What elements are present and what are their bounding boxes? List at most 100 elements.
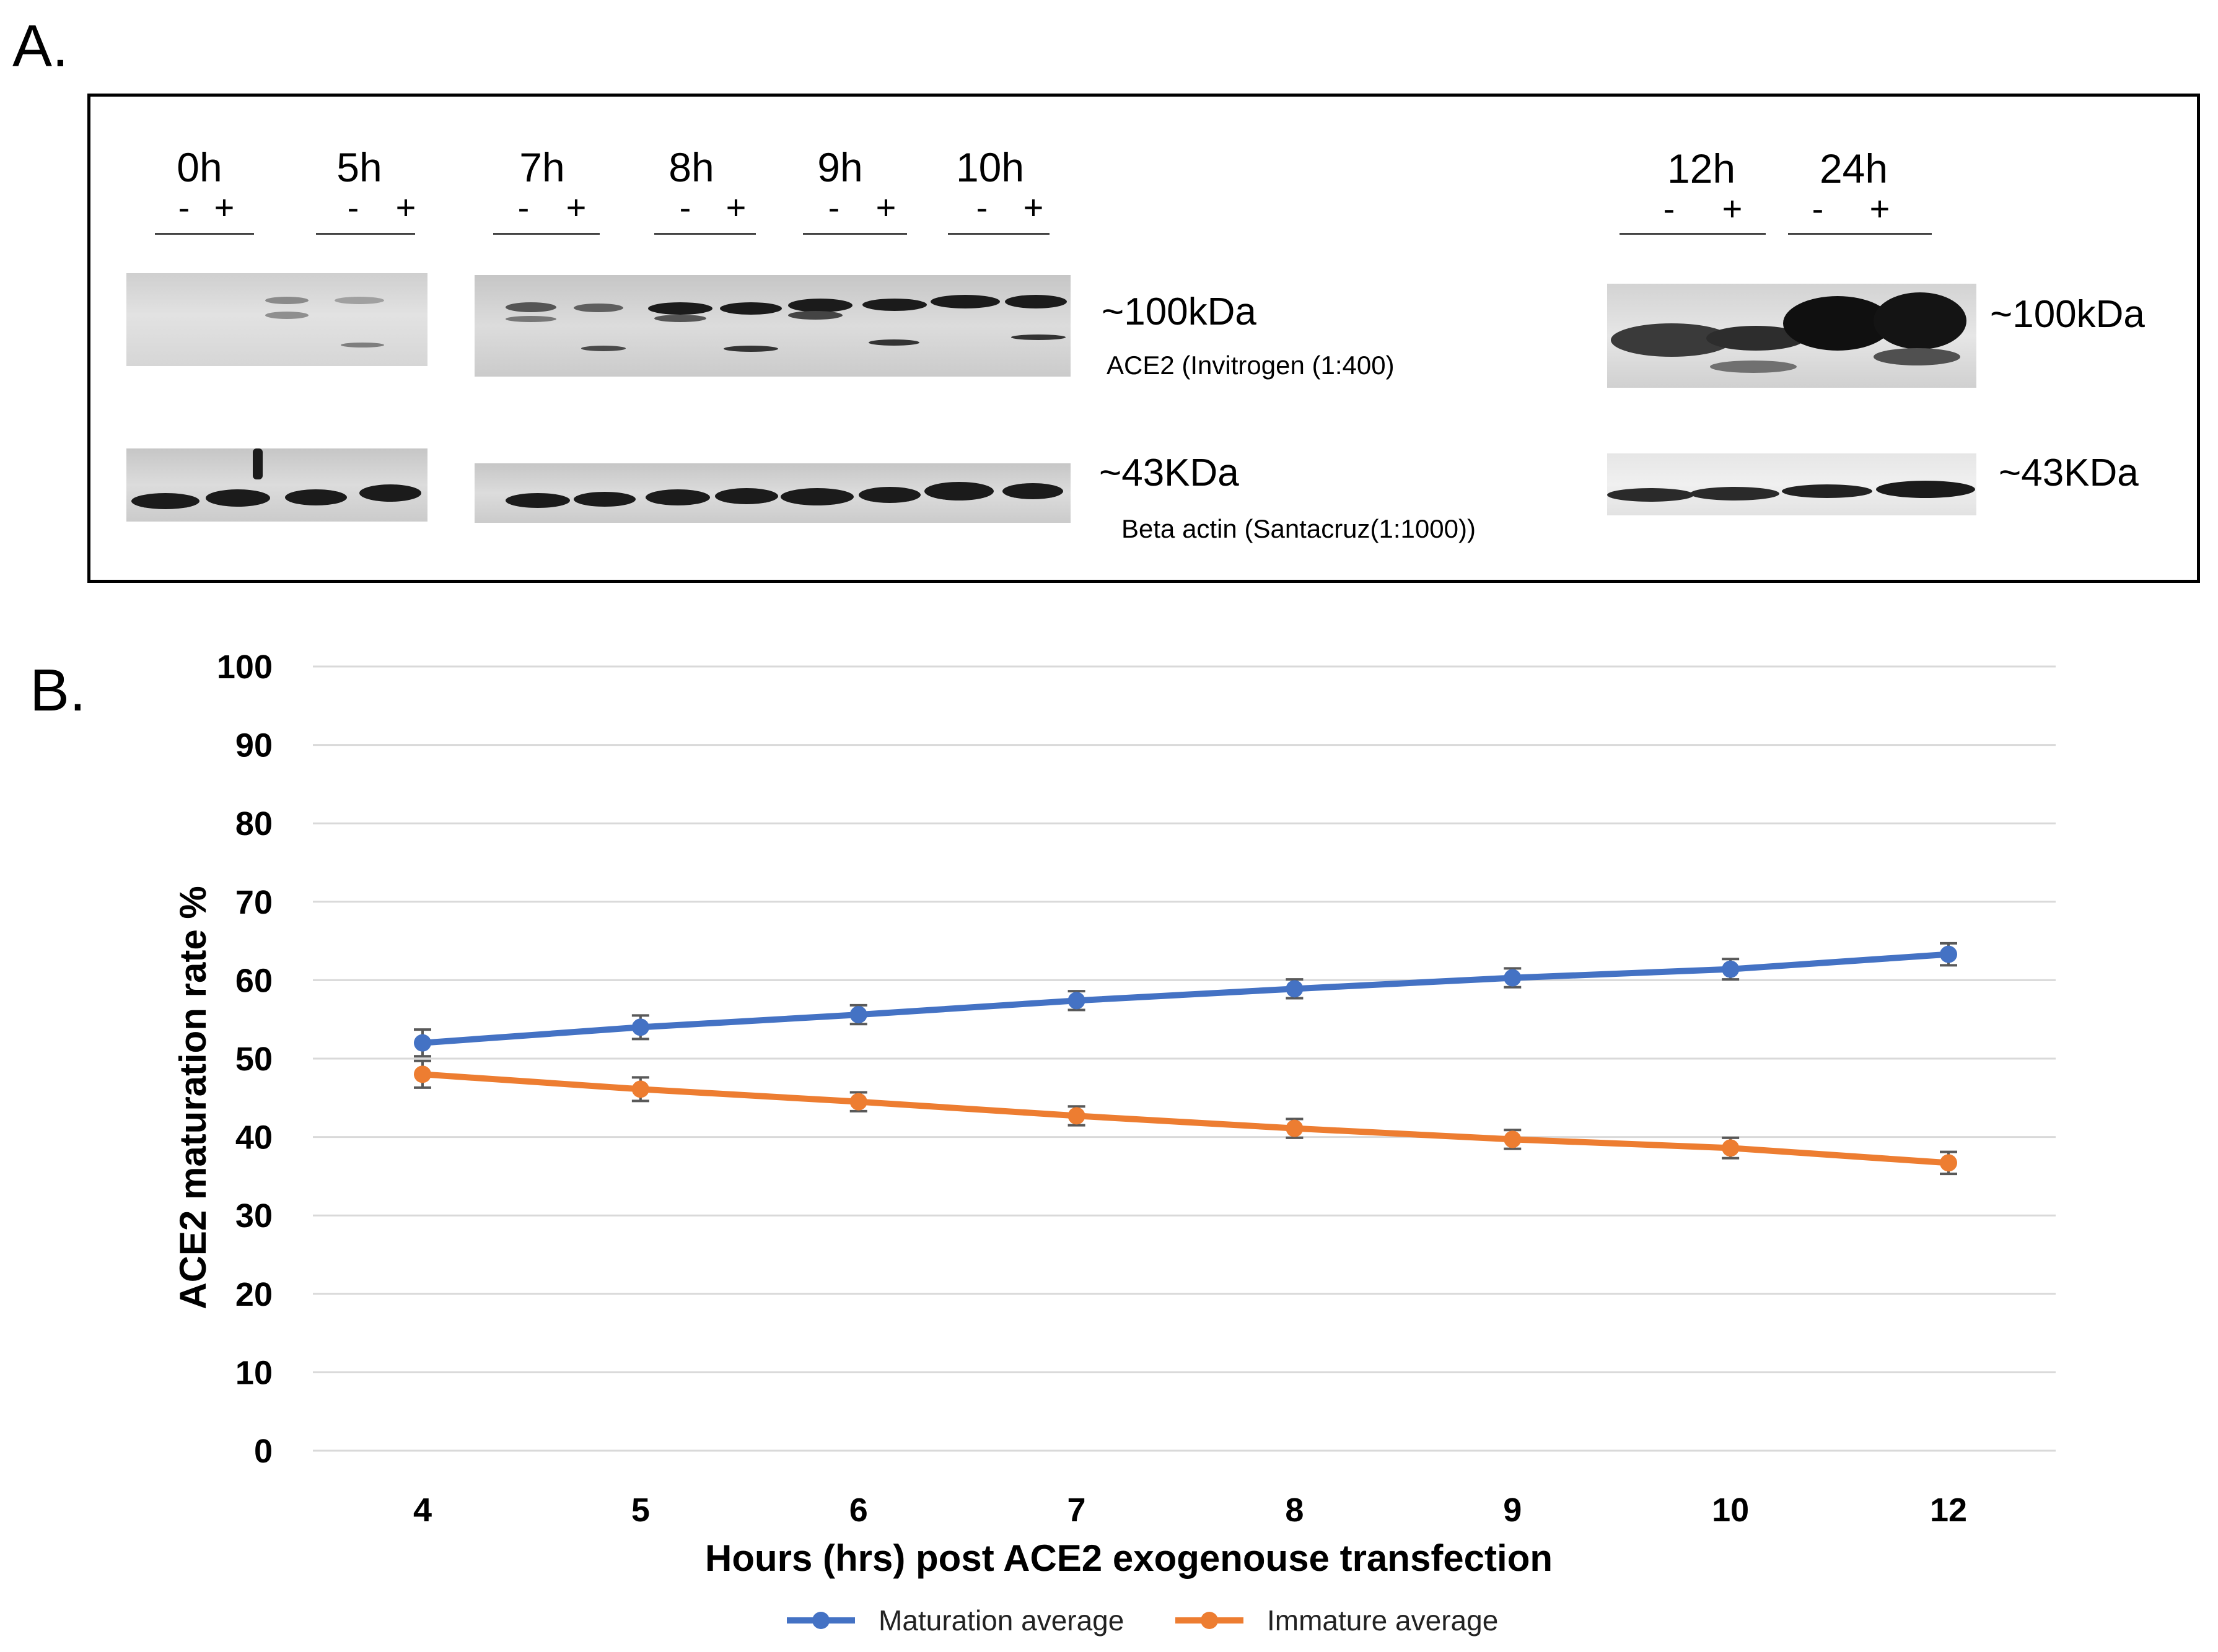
actin-blot-strip-1 [126,448,427,522]
immature-average-point [414,1065,431,1083]
blot-band [931,295,1000,308]
maturation-average-point [1722,960,1740,978]
x-tick-label: 10 [1712,1492,1749,1529]
maturation-average-point [1504,969,1522,987]
blot-band [265,312,309,319]
blot-band [335,297,384,304]
maturation-average-point [1286,980,1304,998]
minus-sign: - [1812,189,1824,228]
blot-band [924,482,994,500]
x-axis-title: Hours (hrs) post ACE2 exogenouse transfe… [705,1537,1553,1579]
maturation-average-line [419,951,1952,1046]
y-tick-label: 100 [217,649,273,686]
blot-band [1607,488,1694,502]
immature-average-point [1286,1119,1304,1137]
blot-band [506,493,570,508]
legend-label-maturation-average: Maturation average [879,1604,1124,1637]
lane-underline [654,233,756,235]
legend-swatch-marker [812,1612,830,1629]
immature-average-point [849,1093,867,1111]
y-tick-label: 30 [235,1197,273,1235]
blot-band [131,493,199,509]
legend-label-immature-average: Immature average [1267,1604,1498,1637]
lane-label-10h: 10h [955,144,1025,190]
plus-sign: + [1722,189,1743,228]
blot-band [1782,484,1872,498]
lane-underline [1788,233,1932,235]
ace2-blot-strip-2 [475,275,1071,377]
blot-band [1690,487,1779,500]
blot-band [869,339,919,346]
blot-band [581,346,626,351]
blot-band [1011,334,1066,340]
lane-underline [803,233,907,235]
x-tick-label: 7 [1067,1492,1086,1529]
blot-band [715,488,778,504]
blot-band [285,489,347,505]
blot-band [1876,481,1975,498]
lane-underline [316,233,415,235]
y-tick-label: 20 [235,1276,273,1313]
blot-band [724,346,778,352]
actin-size-label: ~43KDa [1099,452,1239,494]
blot-band [648,302,712,315]
actin-antibody-label: Beta actin (Santacruz(1:1000)) [1121,514,1476,543]
blot-band [1005,295,1067,308]
immature-average-point [1940,1154,1957,1172]
legend-swatch-marker [1201,1612,1218,1629]
minus-sign: - [679,188,691,227]
ace2-size-label: ~100kDa [1102,291,1256,333]
actin-blot-strip-2 [475,463,1071,523]
y-tick-label: 40 [235,1119,273,1156]
lane-label-7h: 7h [519,144,565,190]
plus-sign: + [1023,188,1044,227]
x-tick-label: 6 [849,1492,868,1529]
lane-underline [155,233,254,235]
lane-underline [948,233,1050,235]
ace2-blot-strip-3 [1607,284,1976,388]
y-tick-label: 0 [254,1433,273,1470]
ace2-size-label-right: ~100kDa [1990,293,2145,336]
blot-band [341,343,384,347]
x-tick-label: 9 [1503,1492,1522,1529]
actin-blot-strip-3 [1607,453,1976,515]
lane-underline [493,233,600,235]
blot-band [654,315,706,322]
y-tick-label: 70 [235,884,273,921]
plus-sign: + [395,188,416,227]
maturation-average-point [631,1018,649,1036]
lane-label-0h: 0h [177,144,222,190]
lane-label-5h: 5h [336,144,382,190]
blot-band [206,489,270,507]
immature-average-point [1067,1107,1085,1125]
blot-band [359,484,421,502]
plus-sign: + [725,188,747,227]
y-axis-title: ACE2 maturation rate % [172,886,214,1309]
blot-band [265,297,309,304]
blot-band [859,487,921,503]
minus-sign: - [178,188,190,227]
y-tick-label: 50 [235,1041,273,1078]
blot-band [574,304,623,312]
y-tick-label: 90 [235,727,273,764]
immature-average-line [419,1071,1952,1166]
blot-band [862,299,927,311]
plus-sign: + [214,188,235,227]
blot-band [720,302,782,315]
maturation-average-point [1940,945,1957,963]
immature-average-point [1722,1139,1740,1157]
lane-label-9h: 9h [817,144,863,190]
x-tick-label: 4 [413,1492,432,1529]
panel-b-label: B. [30,657,86,723]
minus-sign: - [976,188,988,227]
lane-label-24h: 24h [1819,146,1888,191]
blot-band [1710,361,1797,373]
y-tick-label: 10 [235,1354,273,1391]
plus-sign: + [875,188,896,227]
blot-band [781,488,854,505]
panel-a-label: A. [12,13,69,79]
plus-sign: + [1869,189,1890,228]
maturation-average-point [1067,992,1085,1010]
blot-band [788,311,843,320]
